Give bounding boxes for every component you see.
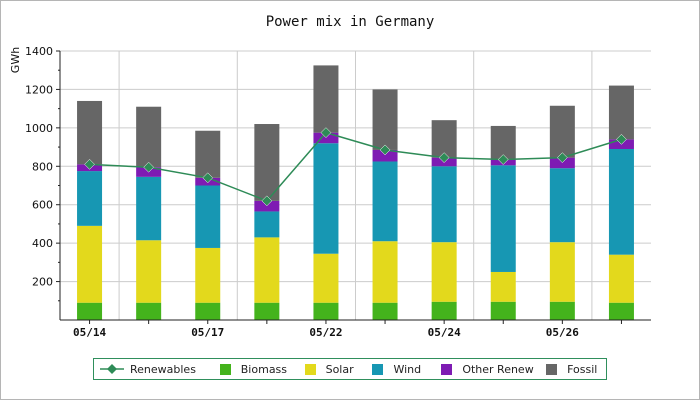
legend-swatch [372, 363, 384, 375]
x-tick-label: 05/24 [428, 326, 461, 339]
bar-biomass [549, 301, 575, 320]
x-tick-label: 05/26 [546, 326, 579, 339]
legend-label: Biomass [240, 362, 288, 376]
bar-fossil [549, 105, 575, 158]
bar-wind [549, 168, 575, 243]
y-tick-label: 200 [32, 276, 53, 289]
bar-fossil [372, 89, 398, 150]
bar-fossil [608, 85, 634, 140]
bar-wind [77, 171, 103, 226]
bar-biomass [431, 301, 457, 320]
bar-solar [77, 225, 103, 303]
bar-wind [195, 185, 221, 248]
bar-solar [608, 254, 634, 303]
renewables-point [261, 195, 273, 207]
bar-solar [549, 242, 575, 302]
legend-item-other-renew: Other Renew [441, 363, 546, 376]
bar-biomass [77, 302, 103, 320]
y-tick-label: 1000 [25, 122, 53, 135]
legend-item-renewables: Renewables [100, 363, 220, 376]
bar-solar [254, 237, 280, 303]
bar-biomass [136, 302, 162, 320]
legend-swatch [304, 363, 316, 375]
bar-wind [490, 165, 516, 272]
bar-solar [372, 241, 398, 303]
bar-biomass [490, 301, 516, 320]
renewables-point [202, 172, 214, 184]
bar-biomass [254, 302, 280, 320]
x-tick-label: 05/17 [191, 326, 224, 339]
bar-other-renew [372, 149, 398, 162]
chart-title: Power mix in Germany [265, 14, 435, 30]
renewables-point [84, 159, 95, 170]
legend-item-solar: Solar [304, 362, 373, 376]
legend-label: Other Renew [462, 362, 534, 376]
y-axis-label: GWh [9, 47, 22, 73]
legend-line-swatch [100, 364, 124, 374]
legend-label: Renewables [130, 362, 196, 376]
bar-solar [195, 247, 221, 303]
legend-swatch [219, 363, 231, 375]
legend-label: Wind [393, 362, 422, 376]
chart-legend: Renewables Biomass Solar Wind Other Renew Fos… [93, 358, 607, 380]
bar-solar [313, 253, 339, 303]
y-tick-label: 1200 [25, 83, 53, 96]
bar-fossil [490, 125, 516, 160]
bar-solar [490, 271, 516, 302]
bar-biomass [372, 302, 398, 320]
bar-biomass [195, 302, 221, 320]
bar-wind [372, 161, 398, 242]
bar-solar [431, 242, 457, 302]
y-tick-label: 600 [32, 199, 53, 212]
bar-wind [431, 166, 457, 243]
bar-wind [313, 143, 339, 254]
bar-fossil [195, 130, 221, 178]
bar-fossil [313, 65, 339, 133]
bar-fossil [254, 124, 280, 201]
renewables-point [143, 161, 155, 173]
bar-biomass [608, 302, 634, 320]
y-tick-label: 800 [32, 160, 53, 173]
renewables-point [379, 144, 391, 156]
legend-label: Fossil [567, 362, 598, 376]
renewables-line [89, 131, 622, 202]
renewables-point [556, 152, 568, 163]
y-tick-label: 1400 [25, 45, 53, 58]
legend-item-fossil: Fossil [546, 363, 606, 376]
bar-biomass [313, 302, 339, 320]
renewables-point [497, 154, 509, 165]
renewables-point [438, 152, 450, 163]
legend-item-wind: Wind [372, 363, 441, 376]
bar-solar [136, 240, 162, 303]
x-tick-label: 05/14 [73, 326, 106, 339]
bar-wind [254, 211, 280, 238]
legend-label: Solar [325, 362, 354, 376]
bar-fossil [431, 120, 457, 158]
legend-item-biomass: Biomass [219, 362, 305, 376]
bar-fossil [77, 100, 103, 165]
legend-swatch [441, 363, 453, 375]
svg-text:GWh: GWh [9, 47, 22, 73]
bar-wind [608, 148, 634, 255]
y-tick-label: 400 [32, 237, 53, 250]
x-tick-label: 05/22 [309, 326, 342, 339]
renewables-point [320, 127, 332, 139]
legend-swatch [546, 363, 558, 375]
renewables-point [616, 134, 627, 145]
bar-wind [136, 176, 162, 241]
bar-fossil [136, 106, 162, 168]
